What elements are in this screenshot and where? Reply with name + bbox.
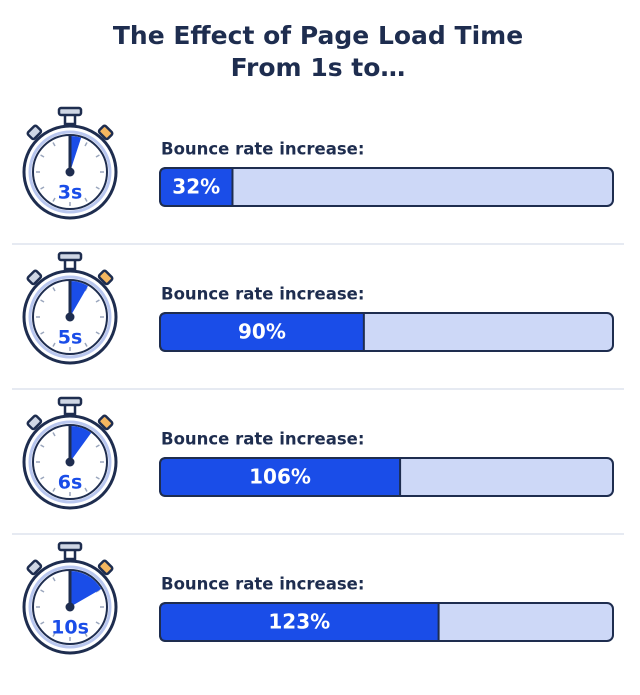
dial-tick xyxy=(52,487,56,492)
dial-tick xyxy=(40,444,45,448)
time-label: 3s xyxy=(58,182,83,204)
value-label: 123% xyxy=(268,610,330,634)
bar xyxy=(159,457,402,497)
bar xyxy=(159,312,365,352)
stopwatch-button xyxy=(97,269,114,286)
bar-caption: Bounce rate increase: xyxy=(161,140,364,159)
time-label: 6s xyxy=(58,472,83,494)
dial-tick xyxy=(40,621,45,625)
dial-tick xyxy=(40,186,45,190)
stopwatch-pivot xyxy=(65,167,75,177)
dial-tick xyxy=(52,632,56,637)
time-label: 10s xyxy=(51,617,89,639)
bar-caption: Bounce rate increase: xyxy=(161,575,364,594)
bar xyxy=(159,167,234,207)
dial-tick xyxy=(84,487,88,492)
stopwatch-button xyxy=(26,414,43,431)
stopwatch: 3s xyxy=(22,106,118,220)
elapsed-wedge xyxy=(70,281,88,317)
bar xyxy=(159,602,440,642)
stopwatch-button xyxy=(26,124,43,141)
elapsed-wedge xyxy=(70,426,92,462)
dial-tick xyxy=(95,186,100,190)
stopwatch: 6s xyxy=(22,396,118,510)
dial-tick xyxy=(40,589,45,593)
elapsed-wedge xyxy=(70,136,82,172)
dial-tick xyxy=(52,197,56,202)
stopwatch-pivot xyxy=(65,602,75,612)
stopwatch-button xyxy=(97,414,114,431)
stopwatch-pivot xyxy=(65,312,75,322)
stopwatch-button xyxy=(97,559,114,576)
stopwatch-crown xyxy=(57,106,83,117)
bar-caption: Bounce rate increase: xyxy=(161,430,364,449)
dial-tick xyxy=(95,331,100,335)
dial-tick xyxy=(52,142,56,147)
dial-tick xyxy=(84,342,88,347)
stopwatch-pivot xyxy=(65,457,75,467)
dial-tick xyxy=(52,432,56,437)
dial-tick xyxy=(40,299,45,303)
stopwatch-button xyxy=(97,124,114,141)
dial-tick xyxy=(40,476,45,480)
value-label: 90% xyxy=(238,320,286,344)
stopwatch: 5s xyxy=(22,251,118,365)
stopwatch-crown xyxy=(57,396,83,407)
dial-tick xyxy=(95,299,100,303)
dial-tick xyxy=(52,287,56,292)
dial-tick xyxy=(84,632,88,637)
chart-title: From 1s to… xyxy=(231,53,406,82)
chart-title: The Effect of Page Load Time xyxy=(113,21,523,50)
stopwatch-crown xyxy=(57,541,83,552)
bar-caption: Bounce rate increase: xyxy=(161,285,364,304)
value-label: 106% xyxy=(249,465,311,489)
dial-tick xyxy=(40,331,45,335)
dial-tick xyxy=(84,197,88,202)
stopwatch-crown xyxy=(57,251,83,262)
elapsed-wedge xyxy=(70,571,102,607)
time-label: 5s xyxy=(58,327,83,349)
value-label: 32% xyxy=(172,175,220,199)
dial-tick xyxy=(95,476,100,480)
stopwatch-button xyxy=(26,269,43,286)
stopwatch: 10s xyxy=(22,541,118,655)
dial-tick xyxy=(95,154,100,158)
dial-tick xyxy=(52,342,56,347)
dial-tick xyxy=(40,154,45,158)
stopwatch-button xyxy=(26,559,43,576)
dial-tick xyxy=(84,142,88,147)
dial-tick xyxy=(52,577,56,582)
dial-tick xyxy=(95,444,100,448)
dial-tick xyxy=(95,621,100,625)
